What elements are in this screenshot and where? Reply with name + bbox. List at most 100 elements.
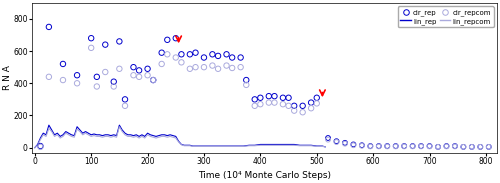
Point: [366, 145, 374, 147]
Point: [375, 145, 383, 148]
Point: [265, 101, 273, 104]
Point: [256, 96, 264, 99]
Point: [476, 145, 484, 148]
Point: [408, 145, 416, 147]
Point: [121, 98, 129, 101]
Point: [222, 64, 230, 67]
Point: [270, 95, 278, 98]
Point: [158, 51, 166, 54]
Point: [324, 137, 332, 139]
Point: [279, 103, 287, 106]
Point: [102, 43, 110, 46]
Point: [417, 145, 425, 147]
Point: [460, 145, 468, 148]
Point: [110, 80, 118, 83]
Point: [36, 145, 44, 147]
Point: [434, 145, 442, 148]
Point: [45, 75, 53, 78]
Point: [451, 145, 459, 147]
Point: [442, 145, 450, 147]
Point: [164, 38, 172, 41]
Point: [485, 145, 493, 148]
Point: [130, 74, 138, 77]
Point: [236, 66, 244, 69]
Point: [87, 37, 95, 40]
Point: [451, 145, 459, 148]
Point: [332, 140, 340, 143]
Point: [298, 104, 306, 107]
Point: [149, 79, 157, 81]
Point: [93, 75, 101, 78]
Point: [102, 70, 110, 73]
Point: [350, 144, 358, 147]
Point: [164, 53, 172, 56]
Point: [284, 104, 292, 107]
Point: [192, 66, 200, 69]
Point: [341, 142, 349, 145]
Point: [384, 145, 392, 147]
Point: [110, 85, 118, 88]
Point: [298, 111, 306, 114]
Point: [214, 54, 222, 57]
Point: [307, 101, 315, 104]
Point: [324, 138, 332, 141]
Point: [186, 67, 194, 70]
Point: [256, 103, 264, 106]
Point: [400, 145, 408, 148]
Point: [400, 145, 408, 147]
Point: [358, 144, 366, 147]
Point: [228, 56, 236, 59]
Point: [186, 53, 194, 56]
Point: [265, 95, 273, 98]
Point: [476, 145, 484, 148]
Point: [144, 74, 152, 77]
Point: [135, 69, 143, 72]
Point: [73, 82, 81, 85]
Point: [208, 53, 216, 56]
Point: [59, 62, 67, 65]
Point: [284, 96, 292, 99]
Point: [242, 83, 250, 86]
Point: [172, 37, 180, 40]
Point: [36, 145, 44, 148]
Point: [290, 109, 298, 112]
Point: [228, 66, 236, 69]
Point: [408, 145, 416, 148]
Point: [313, 96, 321, 99]
Point: [434, 145, 442, 148]
Point: [250, 104, 258, 107]
Point: [158, 62, 166, 65]
Point: [468, 145, 476, 148]
Point: [116, 40, 124, 43]
Point: [242, 79, 250, 81]
Point: [236, 56, 244, 59]
Point: [222, 53, 230, 56]
Point: [149, 79, 157, 81]
Point: [358, 144, 366, 147]
Point: [384, 145, 392, 148]
Point: [313, 102, 321, 105]
Point: [332, 141, 340, 143]
Point: [250, 98, 258, 101]
Legend: cir_rep, lin_rep, cir_repcom, lin_repcom: cir_rep, lin_rep, cir_repcom, lin_repcom: [398, 6, 494, 27]
Point: [59, 79, 67, 81]
Point: [307, 107, 315, 110]
Point: [116, 67, 124, 70]
Point: [73, 74, 81, 77]
Point: [426, 145, 434, 148]
Point: [208, 64, 216, 67]
Point: [485, 145, 493, 148]
Point: [135, 75, 143, 78]
Y-axis label: R N A: R N A: [3, 65, 12, 90]
Point: [214, 67, 222, 70]
Point: [375, 145, 383, 147]
X-axis label: Time (10⁴ Monte Carlo Steps): Time (10⁴ Monte Carlo Steps): [198, 171, 331, 180]
Point: [426, 145, 434, 147]
Point: [121, 104, 129, 107]
Point: [279, 96, 287, 99]
Point: [172, 56, 180, 59]
Point: [87, 46, 95, 49]
Point: [350, 143, 358, 146]
Point: [144, 67, 152, 70]
Point: [130, 66, 138, 69]
